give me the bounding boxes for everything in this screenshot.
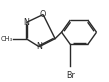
Text: N: N (36, 42, 42, 51)
Text: O: O (40, 10, 46, 19)
Text: CH₃: CH₃ (1, 36, 13, 42)
Text: Br: Br (66, 71, 75, 80)
Text: N: N (23, 18, 29, 27)
